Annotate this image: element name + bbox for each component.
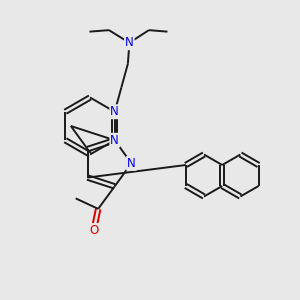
Text: N: N <box>127 157 136 170</box>
Text: N: N <box>110 105 119 118</box>
Text: N: N <box>110 134 119 147</box>
Text: O: O <box>89 224 98 237</box>
Text: N: N <box>125 36 134 49</box>
